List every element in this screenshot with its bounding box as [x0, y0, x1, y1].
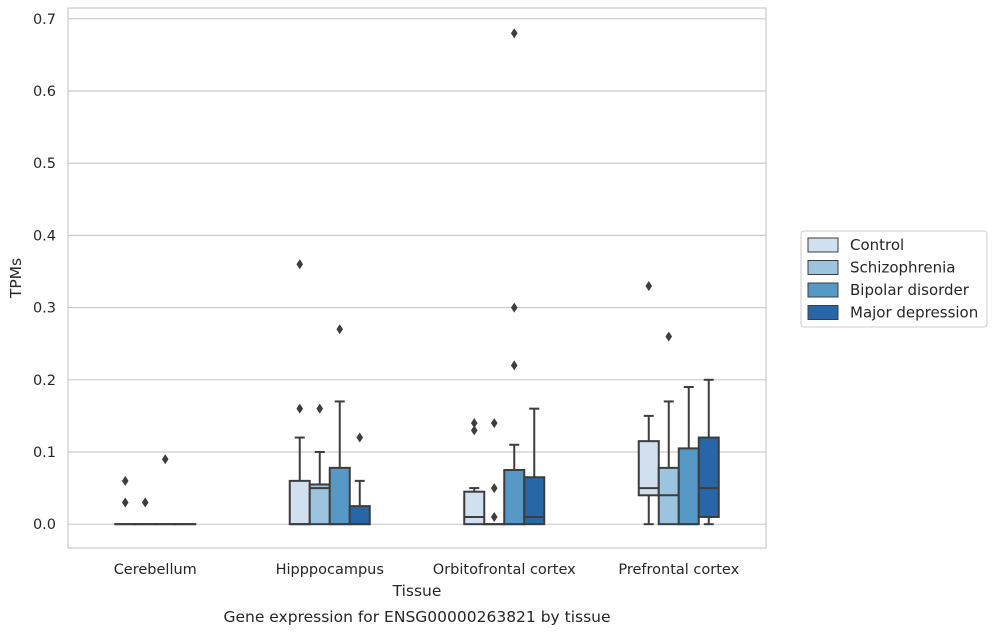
outlier-point [122, 498, 129, 508]
x-tick-labels: Cerebellum Hipppocampus Orbitofrontal cort… [114, 562, 740, 578]
outlier-point [316, 404, 323, 414]
y-tick-label: 0.7 [33, 12, 56, 28]
figure-caption: Gene expression for ENSG00000263821 by t… [223, 608, 610, 626]
legend-label: Control [850, 236, 904, 254]
outlier-point [142, 498, 149, 508]
box-group [679, 387, 699, 524]
box-body [464, 492, 484, 524]
outlier-point [356, 433, 363, 443]
legend-swatch [808, 238, 838, 252]
outlier-point [296, 259, 303, 269]
outlier-point [471, 418, 478, 428]
legend-swatch [808, 306, 838, 320]
box-group [504, 445, 524, 524]
x-tick-label: Prefrontal cortex [618, 562, 739, 578]
box-body [330, 468, 350, 524]
y-axis-label: TPMs [7, 258, 25, 299]
box-group [350, 481, 370, 524]
box-group [639, 416, 659, 524]
y-tick-labels: 0.0 0.1 0.2 0.3 0.4 0.5 0.6 0.7 [33, 12, 56, 533]
y-tick-label: 0.1 [33, 445, 56, 461]
outlier-point [491, 483, 498, 493]
x-tick-label: Orbitofrontal cortex [433, 562, 576, 578]
outlier-point [491, 512, 498, 522]
legend-label: Schizophrenia [850, 259, 955, 277]
grid-layer [68, 19, 766, 524]
outliers-layer [122, 28, 672, 522]
box-group [699, 380, 719, 524]
y-tick-label: 0.5 [33, 156, 56, 172]
legend-label: Bipolar disorder [850, 281, 970, 299]
outlier-point [511, 303, 518, 313]
outlier-point [162, 454, 169, 464]
outlier-point [296, 404, 303, 414]
legend-swatch [808, 261, 838, 275]
outlier-point [511, 360, 518, 370]
box-body [504, 470, 524, 524]
outlier-point [511, 28, 518, 38]
legend: Control Schizophrenia Bipolar disorder Majo… [801, 231, 987, 327]
box-body [350, 506, 370, 524]
box-group [464, 488, 484, 524]
y-tick-label: 0.3 [33, 301, 56, 317]
outlier-point [665, 331, 672, 341]
outlier-point [122, 476, 129, 486]
outlier-point [645, 281, 652, 291]
x-tick-label: Cerebellum [114, 562, 197, 578]
y-tick-label: 0.2 [33, 373, 56, 389]
box-group [290, 438, 310, 525]
box-group [524, 409, 544, 525]
x-tick-label: Hipppocampus [276, 562, 384, 578]
box-body [699, 438, 719, 517]
legend-swatch [808, 283, 838, 297]
box-body [679, 448, 699, 524]
x-axis-label: Tissue [392, 582, 442, 600]
box-body [310, 484, 330, 524]
box-group [330, 401, 350, 524]
outlier-point [336, 324, 343, 334]
y-tick-label: 0.6 [33, 84, 56, 100]
y-tick-label: 0.4 [33, 228, 56, 244]
legend-label: Major depression [850, 304, 978, 322]
box-group [310, 452, 330, 524]
outlier-point [491, 418, 498, 428]
box-group [659, 401, 679, 524]
y-tick-label: 0.0 [33, 517, 56, 533]
box-body [290, 481, 310, 524]
